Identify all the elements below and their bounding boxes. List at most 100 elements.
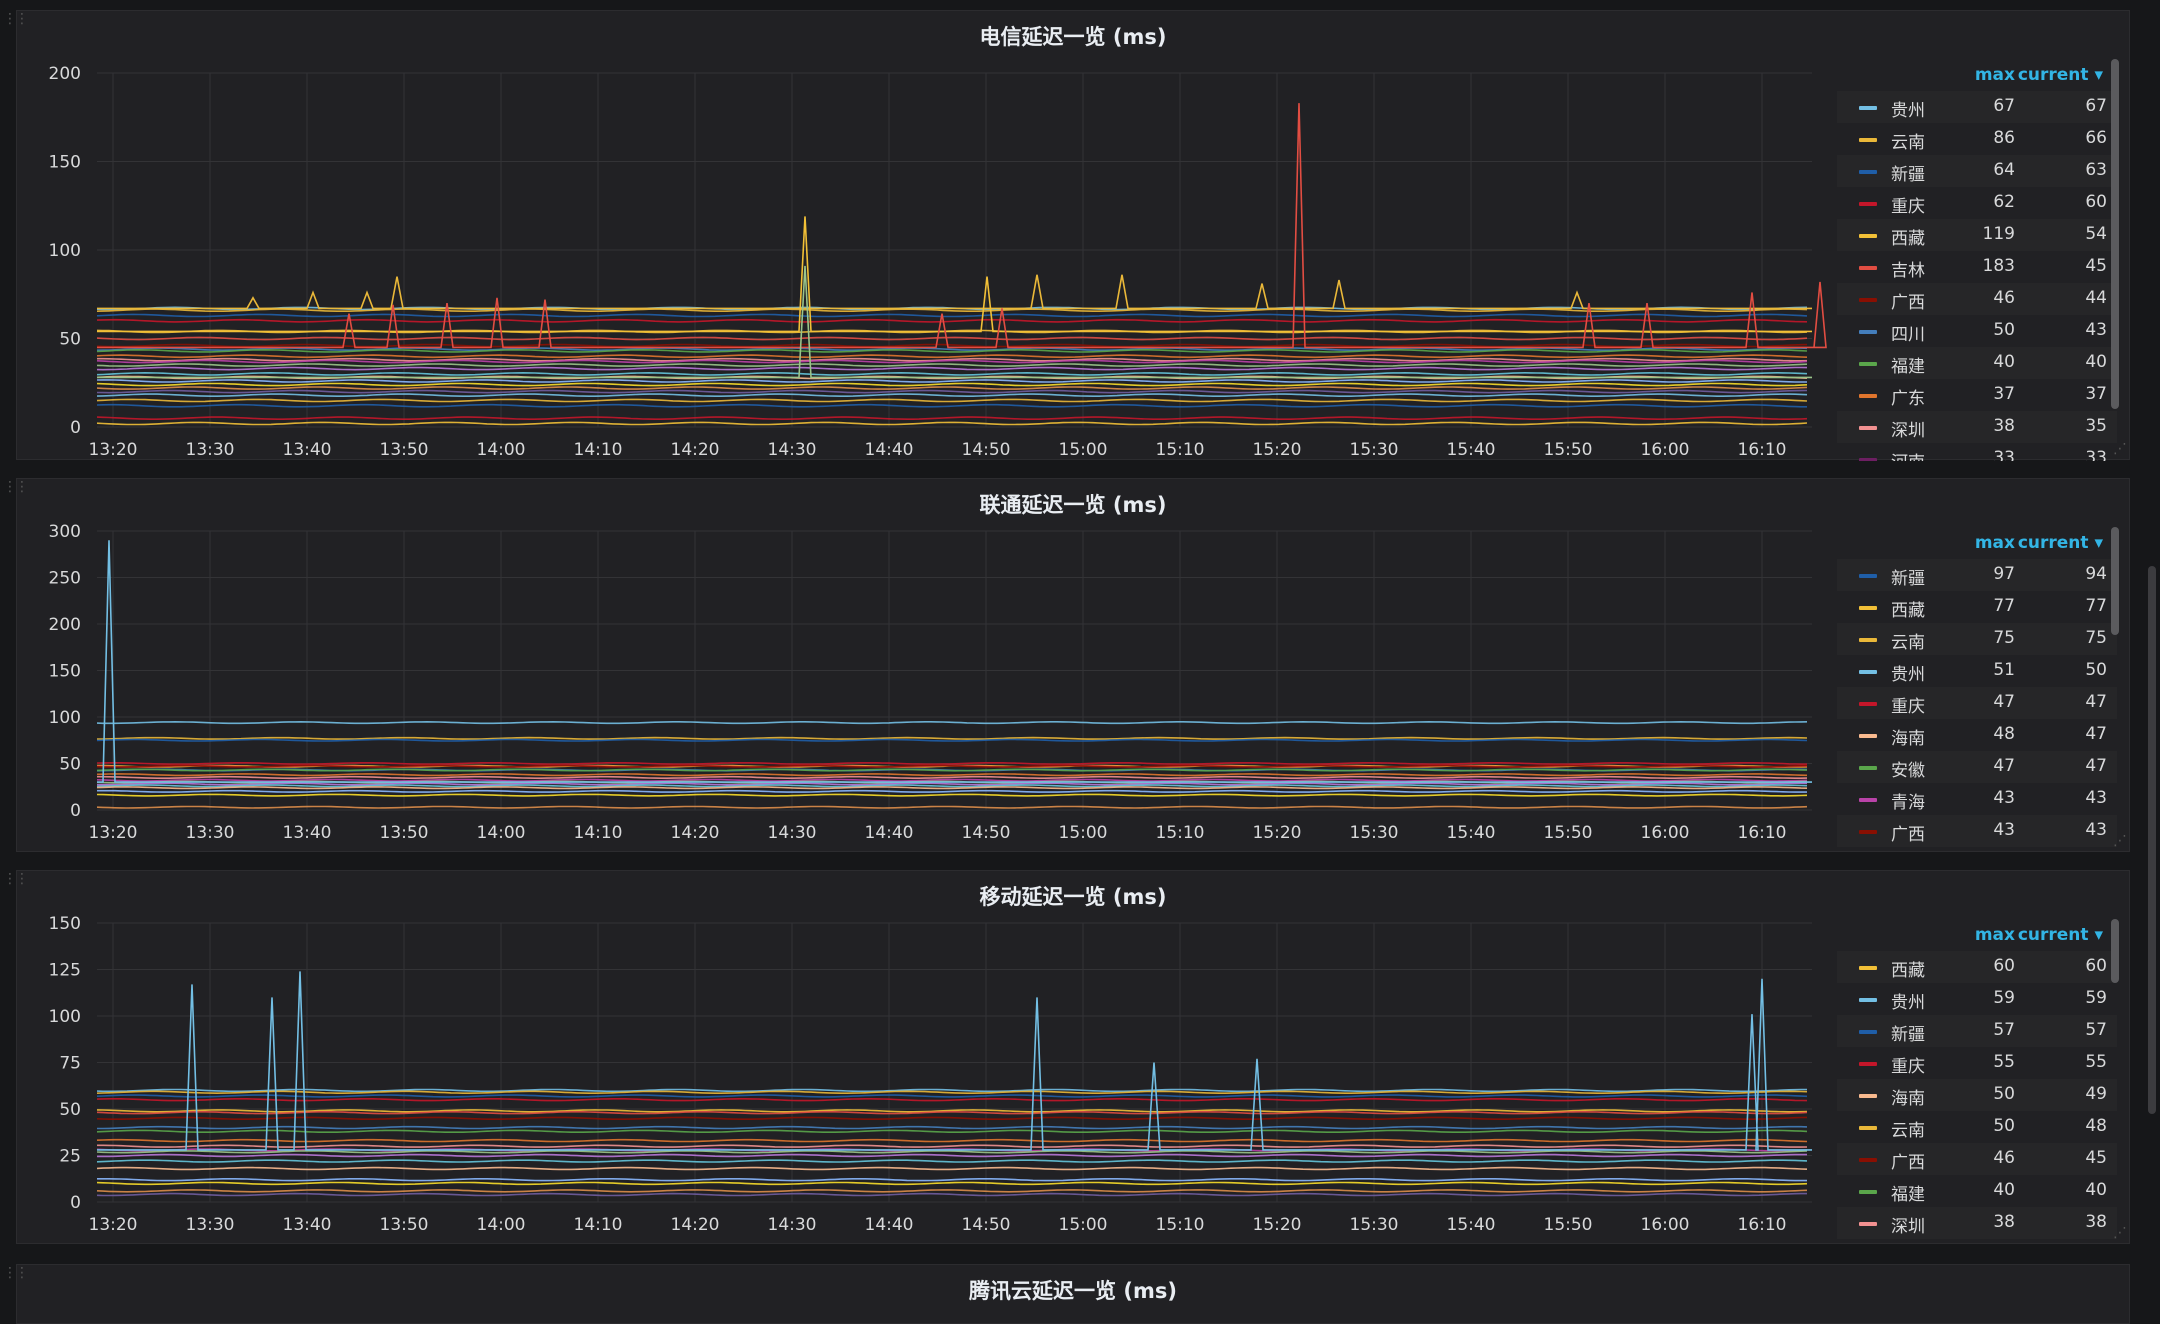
legend-item[interactable]: 新疆 64 63	[1837, 155, 2117, 187]
series-name: 吉林	[1891, 261, 1925, 281]
series-color-swatch	[1859, 1158, 1877, 1162]
legend-item[interactable]: 重庆 62 60	[1837, 187, 2117, 219]
legend-item[interactable]: 重庆 55 55	[1837, 1047, 2117, 1079]
legend-item[interactable]: 安徽 47 47	[1837, 751, 2117, 783]
legend-item[interactable]: 福建 40 40	[1837, 347, 2117, 379]
telecom-latency-graph[interactable]: 200 150 100 50 0 13:20 13:30 13:40 13:50 14:00 14:…	[17, 11, 1827, 461]
legend-item[interactable]: 贵州 67 67	[1837, 91, 2117, 123]
legend-item[interactable]: 贵州 59 59	[1837, 983, 2117, 1015]
series-name: 新疆	[1891, 165, 1925, 185]
legend-item[interactable]: 四川 50 43	[1837, 315, 2117, 347]
series-line	[97, 1153, 1807, 1158]
series-name: 深圳	[1891, 1217, 1925, 1237]
series-line	[96, 1181, 1808, 1186]
legend-scrollbar[interactable]	[2111, 527, 2119, 635]
series-name: 青海	[1891, 793, 1925, 813]
legend-item[interactable]: 西藏 77 77	[1837, 591, 2117, 623]
series-max: 77	[1993, 596, 2015, 616]
mobile-latency-graph[interactable]: 150 125 100 75 50 25 0 13:20 13:30 13:40 13:50 14:0…	[17, 871, 1827, 1245]
series-line	[96, 308, 1808, 312]
legend-item[interactable]: 云南 50 48	[1837, 1111, 2117, 1143]
legend-item[interactable]: 福建 40 40	[1837, 1175, 2117, 1207]
panel-title[interactable]: 联通延迟一览 (ms)	[979, 493, 1167, 517]
series-color-swatch	[1859, 606, 1877, 610]
series-line	[96, 421, 1808, 426]
x-tick-label: 14:10	[574, 823, 623, 843]
series-name: 河南	[1891, 448, 1925, 461]
resize-handle-icon[interactable]: ⋰	[2113, 441, 2127, 457]
series-max: 40	[1993, 352, 2015, 372]
legend-item[interactable]: 河南 33 33	[1837, 443, 2117, 461]
resize-handle-icon[interactable]: ⋰	[2113, 1225, 2127, 1241]
legend-item[interactable]: 西藏 119 54	[1837, 219, 2117, 251]
series-max: 43	[1993, 788, 2015, 808]
legend-item[interactable]: 西藏 60 60	[1837, 951, 2117, 983]
series-line	[96, 1148, 1808, 1152]
series-current: 59	[2085, 988, 2107, 1008]
panel-title[interactable]: 腾讯云延迟一览 (ms)	[969, 1279, 1177, 1303]
legend-item[interactable]: 云南 86 66	[1837, 123, 2117, 155]
series-line	[97, 216, 1812, 333]
x-tick-label: 13:50	[380, 823, 429, 843]
drag-handle-icon[interactable]: ⋮⋮	[3, 479, 29, 495]
unicom-latency-graph[interactable]: 300 250 200 150 100 50 0 13:20 13:30 13:40 13:50 14…	[17, 479, 1827, 853]
sort-by-current[interactable]: current ▾	[2017, 925, 2103, 945]
series-max: 46	[1993, 1148, 2015, 1168]
x-tick-label: 14:50	[962, 440, 1011, 460]
x-tick-label: 15:50	[1544, 440, 1593, 460]
sort-by-max[interactable]: max	[1974, 65, 2015, 85]
series-color-swatch	[1859, 702, 1877, 706]
series-color-swatch	[1859, 998, 1877, 1002]
y-tick-label: 25	[59, 1147, 81, 1167]
legend-item[interactable]: 广东 37 37	[1837, 379, 2117, 411]
series-line	[97, 265, 1812, 379]
series-max: 57	[1993, 1020, 2015, 1040]
legend-item[interactable]: 深圳 38 35	[1837, 411, 2117, 443]
series-line	[96, 1189, 1808, 1193]
legend-item[interactable]: 海南 48 47	[1837, 719, 2117, 751]
series-current: 43	[2085, 820, 2107, 840]
series-current: 54	[2085, 224, 2107, 244]
series-max: 50	[1993, 320, 2015, 340]
legend-item[interactable]: 新疆 57 57	[1837, 1015, 2117, 1047]
legend-scrollbar[interactable]	[2111, 59, 2119, 409]
series-line	[96, 720, 1808, 725]
legend-item[interactable]: 青海 43 43	[1837, 783, 2117, 815]
series-name: 重庆	[1891, 197, 1925, 217]
series-line	[97, 789, 1807, 793]
x-tick-label: 15:20	[1253, 440, 1302, 460]
drag-handle-icon[interactable]: ⋮⋮	[3, 1265, 29, 1281]
sort-by-max[interactable]: max	[1974, 533, 2015, 553]
series-color-swatch	[1859, 1094, 1877, 1098]
series-color-swatch	[1859, 1190, 1877, 1194]
panel-unicom-latency: ⋮⋮ 联通延迟一览 (ms) 300 250 200 150 100 50 0 13:20 13…	[3, 478, 2130, 853]
page-scrollbar[interactable]	[2148, 566, 2156, 1114]
legend-item[interactable]: 新疆 97 94	[1837, 559, 2117, 591]
series-line	[96, 1109, 1808, 1113]
sort-by-current[interactable]: current ▾	[2017, 65, 2103, 85]
legend-item[interactable]: 深圳 38 38	[1837, 1207, 2117, 1239]
series-color-swatch	[1859, 426, 1877, 430]
series-max: 59	[1993, 988, 2015, 1008]
legend-scrollbar[interactable]	[2111, 919, 2119, 983]
panel-title[interactable]: 移动延迟一览 (ms)	[979, 885, 1167, 909]
sort-by-max[interactable]: max	[1974, 925, 2015, 945]
panel-title[interactable]: 电信延迟一览 (ms)	[979, 25, 1167, 49]
series-max: 40	[1993, 1180, 2015, 1200]
legend-item[interactable]: 吉林 183 45	[1837, 251, 2117, 283]
resize-handle-icon[interactable]: ⋰	[2113, 833, 2127, 849]
series-name: 广西	[1891, 1153, 1925, 1173]
series-color-swatch	[1859, 1126, 1877, 1130]
series-line	[96, 354, 1808, 359]
legend-item[interactable]: 广西 46 44	[1837, 283, 2117, 315]
drag-handle-icon[interactable]: ⋮⋮	[3, 871, 29, 887]
legend-item[interactable]: 重庆 47 47	[1837, 687, 2117, 719]
legend-item[interactable]: 广西 46 45	[1837, 1143, 2117, 1175]
sort-by-current[interactable]: current ▾	[2017, 533, 2103, 553]
series-current: 40	[2085, 352, 2107, 372]
legend-item[interactable]: 海南 50 49	[1837, 1079, 2117, 1111]
legend-item[interactable]: 云南 75 75	[1837, 623, 2117, 655]
legend-item[interactable]: 广西 43 43	[1837, 815, 2117, 847]
legend-item[interactable]: 贵州 51 50	[1837, 655, 2117, 687]
drag-handle-icon[interactable]: ⋮⋮	[3, 11, 29, 27]
